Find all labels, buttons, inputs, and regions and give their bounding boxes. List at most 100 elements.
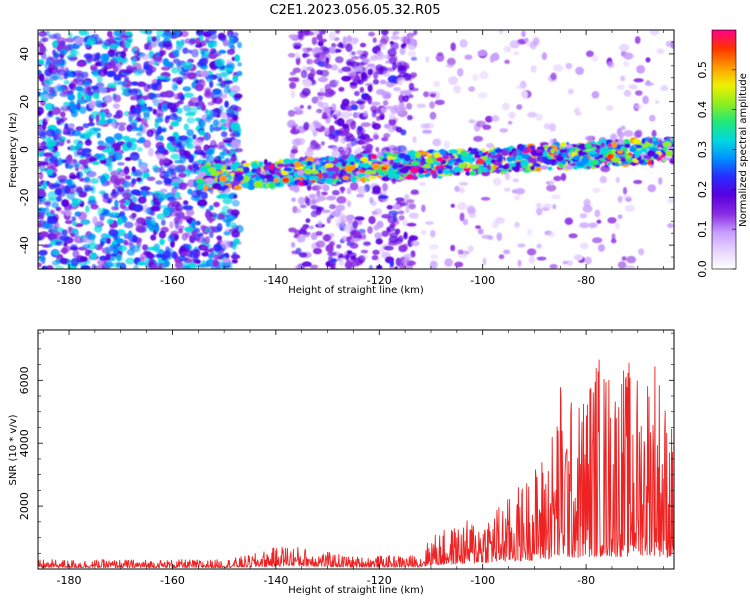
colorbar-tick-label: 0.2 (696, 181, 709, 199)
heatmap-cell (69, 174, 78, 180)
heatmap-cell (326, 216, 331, 224)
heatmap-cell (611, 233, 616, 241)
heatmap-cell (567, 88, 574, 95)
heatmap-cell (479, 71, 489, 80)
heatmap-cell (276, 171, 282, 177)
heatmap-cell (219, 262, 228, 269)
heatmap-cell (231, 259, 238, 264)
heatmap-cell (368, 216, 376, 225)
heatmap-cell (54, 188, 62, 196)
heatmap-cell (49, 92, 58, 97)
heatmap-cell (104, 261, 114, 268)
heatmap-cell (382, 70, 390, 77)
heatmap-cell (361, 94, 371, 102)
heatmap-cell (109, 43, 119, 49)
heatmap-cell (465, 171, 472, 176)
heatmap-cell (175, 40, 181, 46)
heatmap-cell (320, 141, 325, 146)
heatmap-cell (306, 160, 313, 166)
heatmap-cell (122, 135, 131, 141)
heatmap-cell (652, 136, 657, 142)
heatmap-cell (339, 186, 346, 192)
heatmap-cell (607, 61, 615, 69)
heatmap-cell (115, 238, 125, 244)
heatmap-cell (311, 186, 319, 191)
heatmap-cell (652, 140, 660, 146)
heatmap-cell (303, 121, 310, 131)
heatmap-cell (48, 139, 57, 147)
heatmap-cell (405, 173, 414, 180)
heatmap-cell (174, 191, 181, 198)
heatmap-cell (73, 78, 78, 83)
heatmap-cell (405, 206, 410, 214)
heatmap-cell (524, 37, 529, 43)
heatmap-cell (499, 128, 508, 133)
heatmap-cell (219, 105, 224, 114)
heatmap-cell (103, 39, 112, 47)
heatmap-cell (39, 45, 47, 54)
heatmap-cell (61, 199, 70, 208)
heatmap-cell (162, 58, 170, 66)
heatmap-cell (421, 204, 426, 213)
heatmap-cell (458, 162, 467, 169)
heatmap-cell (119, 40, 126, 48)
heatmap-cell (344, 261, 353, 269)
heatmap-cell (529, 41, 537, 50)
heatmap-cell (52, 249, 60, 256)
heatmap-cell (74, 163, 81, 168)
heatmap-cell (229, 222, 237, 229)
heatmap-y-axis-label: Frequency (Hz) (8, 112, 19, 188)
heatmap-cell (429, 111, 437, 120)
heatmap-cell (449, 149, 459, 154)
heatmap-cell (169, 221, 174, 229)
heatmap-cell (45, 115, 50, 123)
heatmap-cell (331, 103, 337, 111)
heatmap-cell (95, 265, 106, 269)
heatmap-cell (72, 249, 80, 259)
heatmap-cell (618, 131, 625, 139)
heatmap-cell (231, 199, 240, 207)
heatmap-cell (322, 173, 330, 179)
heatmap-cell (329, 204, 337, 210)
heatmap-cell (82, 123, 90, 129)
heatmap-cell (47, 66, 59, 75)
heatmap-cell (195, 37, 201, 46)
heatmap-cell (236, 174, 244, 182)
heatmap-cell (388, 236, 399, 244)
heatmap-cell (388, 168, 394, 176)
heatmap-cell (158, 135, 164, 142)
heatmap-cell (186, 138, 193, 143)
heatmap-cell (224, 68, 234, 73)
heatmap-cell (113, 248, 118, 255)
heatmap-cell (350, 100, 356, 106)
heatmap-cell (67, 93, 76, 101)
heatmap-cell (63, 101, 71, 106)
heatmap-cell (316, 190, 321, 198)
heatmap-cell (225, 108, 234, 114)
heatmap-cell (671, 136, 674, 142)
heatmap-cell (633, 130, 642, 139)
heatmap-cell (80, 265, 91, 269)
heatmap-cell (392, 104, 399, 111)
heatmap-cell (387, 144, 396, 150)
heatmap-cell (122, 70, 133, 74)
heatmap-cell (194, 83, 204, 92)
heatmap-cell (346, 200, 352, 208)
heatmap-cell (106, 70, 117, 77)
heatmap-cell (529, 145, 535, 151)
heatmap-cell (522, 146, 528, 152)
heatmap-cell (341, 75, 352, 82)
heatmap-cell (304, 150, 314, 158)
heatmap-cell (129, 152, 140, 161)
heatmap-cell (179, 155, 187, 164)
heatmap-cell (374, 232, 383, 239)
heatmap-cell (459, 212, 465, 222)
heatmap-cell (48, 235, 56, 241)
heatmap-cell (329, 46, 336, 54)
heatmap-cell (320, 102, 329, 110)
heatmap-cell (299, 204, 307, 209)
heatmap-cell (535, 202, 542, 209)
heatmap-cell (575, 111, 582, 116)
heatmap-cell (461, 152, 467, 158)
heatmap-cell (395, 257, 402, 267)
